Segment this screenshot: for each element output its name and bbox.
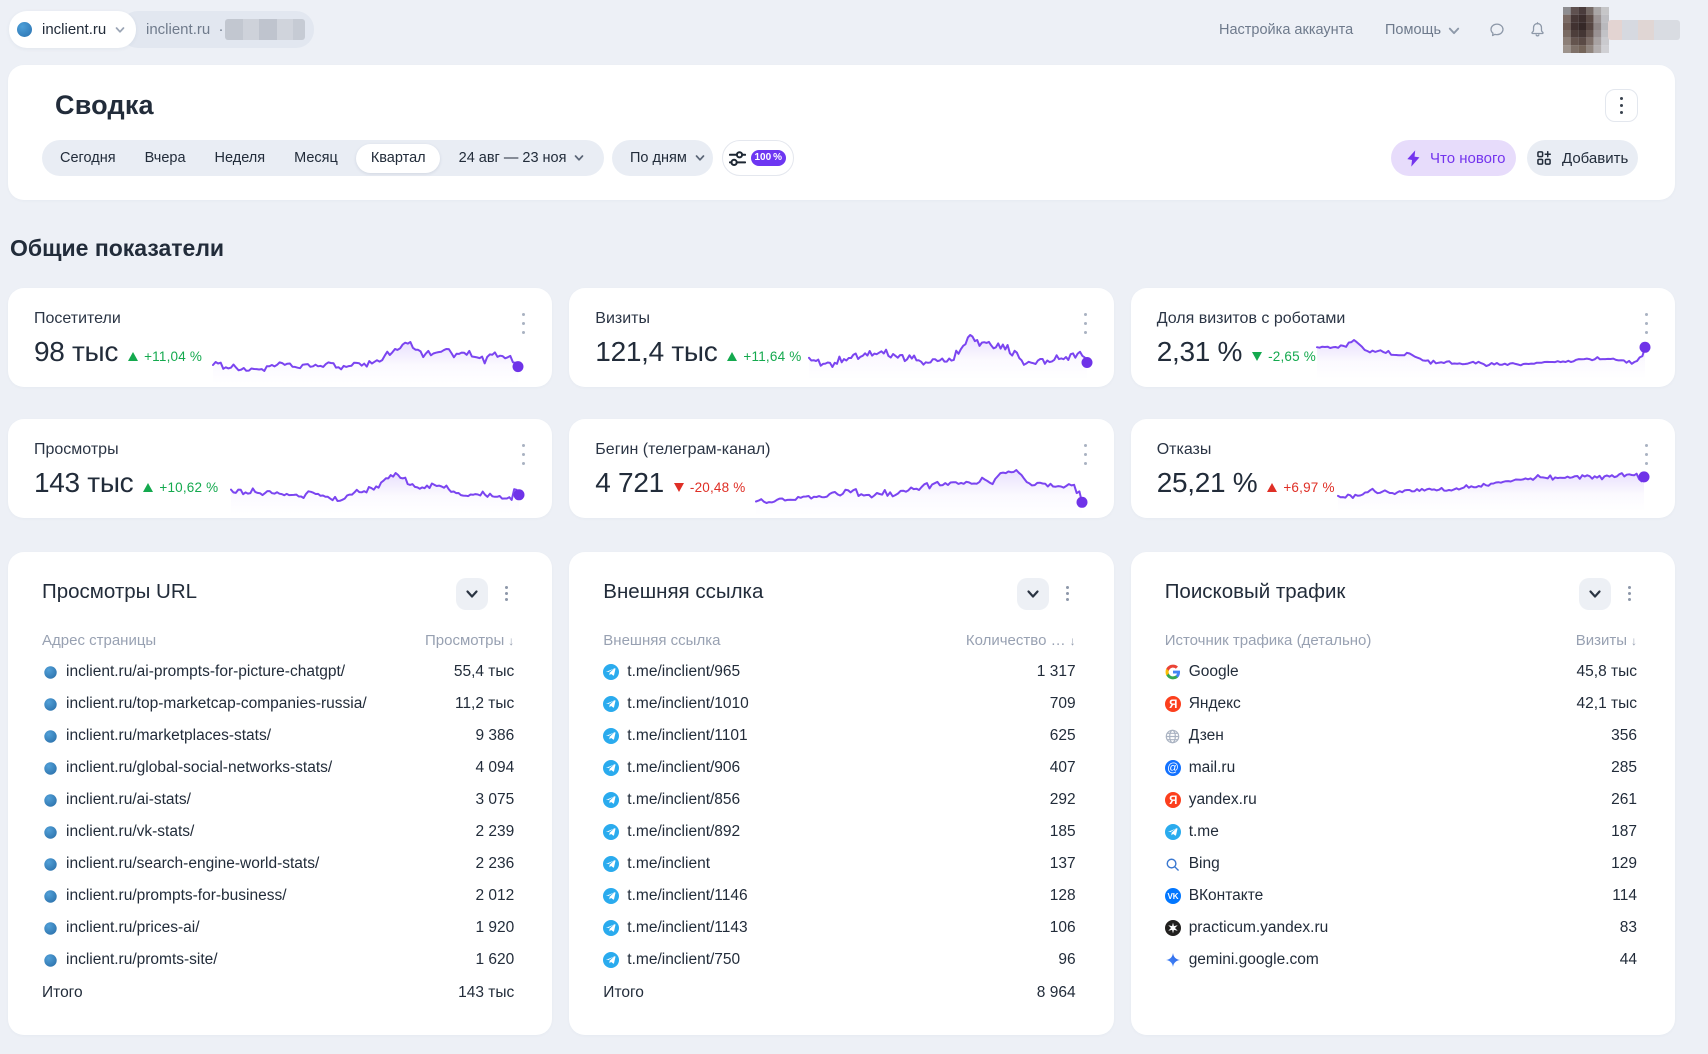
svg-text:@: @ — [1167, 763, 1179, 775]
svg-text:Я: Я — [1169, 699, 1177, 711]
svg-text:Я: Я — [1169, 795, 1177, 807]
svg-text:VK: VK — [1167, 892, 1178, 901]
